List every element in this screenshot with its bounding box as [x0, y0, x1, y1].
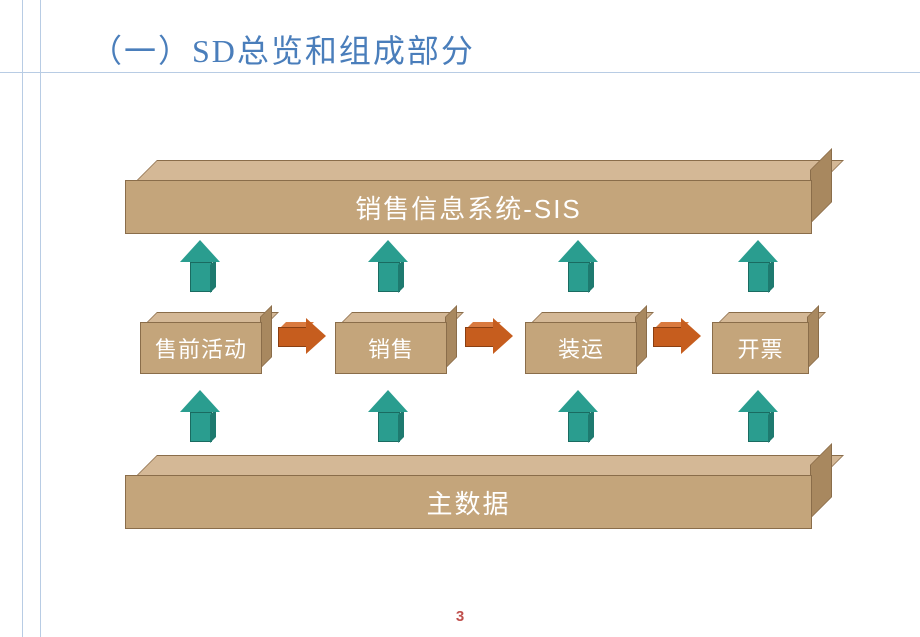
process-box: 开票 — [712, 312, 817, 372]
process-box: 售前活动 — [140, 312, 270, 372]
top-bar-sis: 销售信息系统-SIS — [125, 160, 830, 232]
process-box: 销售 — [335, 312, 455, 372]
process-box-label: 销售 — [368, 332, 414, 364]
guide-horizontal — [0, 72, 920, 73]
process-box-label: 售前活动 — [155, 332, 247, 364]
bottom-bar-master-data: 主数据 — [125, 455, 830, 527]
process-box-label: 装运 — [558, 332, 604, 364]
process-box: 装运 — [525, 312, 645, 372]
top-bar-label: 销售信息系统-SIS — [355, 189, 582, 226]
bottom-bar-label: 主数据 — [426, 484, 510, 521]
guide-vertical-1 — [22, 0, 23, 637]
page-number: 3 — [456, 608, 464, 625]
guide-vertical-2 — [40, 0, 41, 637]
process-box-label: 开票 — [737, 332, 783, 364]
slide-title: （一）SD总览和组成部分 — [90, 26, 475, 72]
